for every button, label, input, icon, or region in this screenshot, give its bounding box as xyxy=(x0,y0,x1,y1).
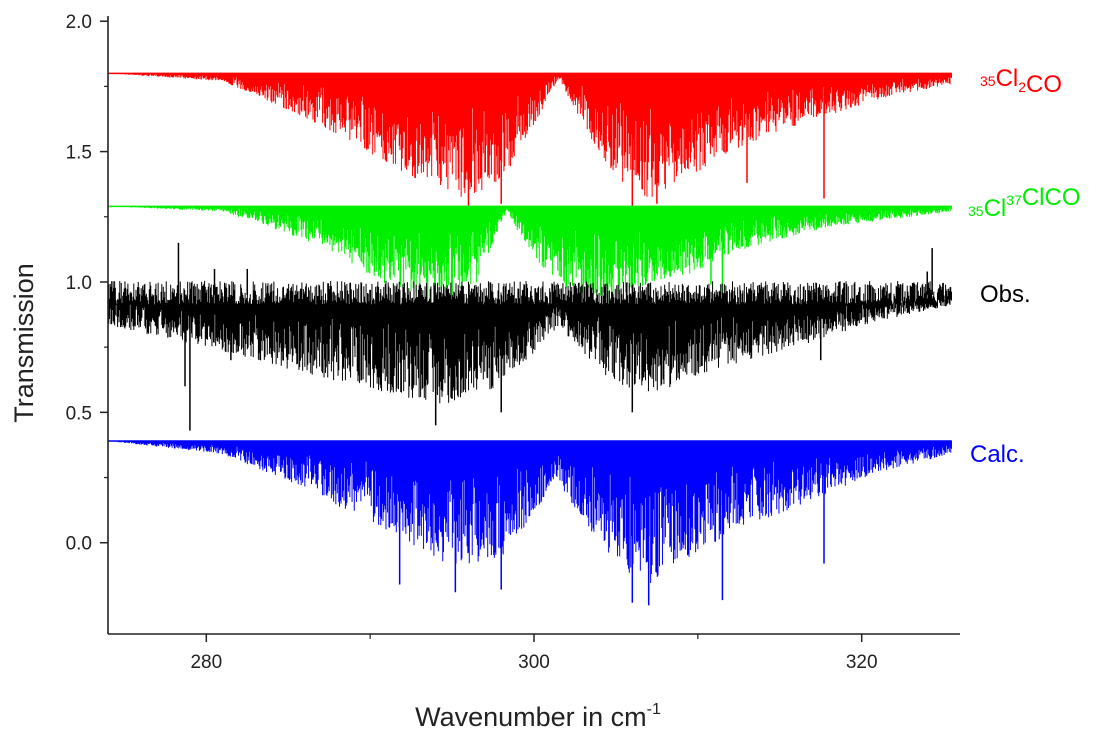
y-tick-label: 0.0 xyxy=(66,534,92,555)
series-calculated-lines xyxy=(108,441,952,583)
x-ticks: 280 300 320 xyxy=(190,634,878,673)
series-observed xyxy=(107,242,952,431)
series-label-calculated: Calc. xyxy=(970,441,1025,468)
y-ticks: 0.0 0.5 1.0 1.5 2.0 xyxy=(66,12,108,555)
series-cl35_2co-lines xyxy=(108,73,952,197)
plot-area xyxy=(107,72,952,606)
series-observed-lines xyxy=(107,280,952,404)
label-text: Calc. xyxy=(970,441,1025,468)
x-tick-label: 300 xyxy=(518,652,550,673)
series-cl35_2co xyxy=(108,72,952,209)
y-tick-label: 0.5 xyxy=(66,403,92,424)
series-calculated xyxy=(108,440,952,606)
y-tick-label: 2.0 xyxy=(66,12,92,33)
y-tick-label: 1.5 xyxy=(66,143,92,164)
series-label-observed: Obs. xyxy=(980,281,1031,308)
x-axis-title: Wavenumber in cm-1 xyxy=(415,701,661,732)
label-text: Cl xyxy=(996,65,1019,92)
series-cl35cl37co-lines xyxy=(110,206,952,300)
x-tick-label: 280 xyxy=(190,652,222,673)
x-tick-label: 320 xyxy=(846,652,878,673)
y-axis-title: Transmission xyxy=(9,263,39,423)
x-axis-title-superscript: -1 xyxy=(647,701,661,718)
series-label-cl35cl37co: 35Cl37ClCO xyxy=(968,184,1081,222)
label-text: CO xyxy=(1026,71,1062,98)
x-axis-title-main: Wavenumber in cm xyxy=(415,702,647,732)
axes: 0.0 0.5 1.0 1.5 2.0 280 300 320 xyxy=(66,12,960,673)
label-superscript: 35 xyxy=(968,203,984,219)
label-subscript: 2 xyxy=(1018,79,1026,95)
label-text: Obs. xyxy=(980,281,1031,308)
series-cl35cl37co xyxy=(108,205,952,311)
series-label-cl35_2co: 35Cl2CO xyxy=(980,65,1062,98)
series-layer xyxy=(107,72,952,606)
label-superscript: 35 xyxy=(980,73,996,89)
y-tick-label: 1.0 xyxy=(66,273,92,294)
label-text: Cl xyxy=(984,195,1007,222)
label-superscript: 37 xyxy=(1006,192,1022,208)
label-text: ClCO xyxy=(1022,184,1081,211)
